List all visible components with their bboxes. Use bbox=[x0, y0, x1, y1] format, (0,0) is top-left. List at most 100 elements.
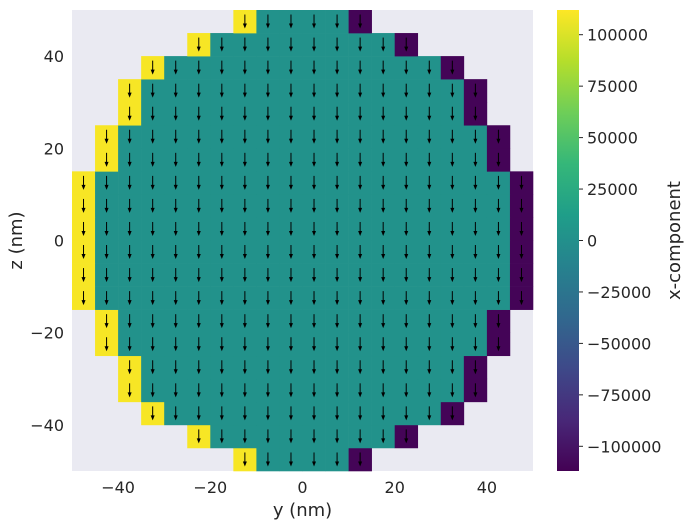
arrow-mark bbox=[150, 175, 155, 190]
arrow-mark bbox=[427, 314, 432, 329]
arrow-mark bbox=[427, 106, 432, 121]
arrow-mark bbox=[104, 152, 109, 167]
arrow-mark bbox=[381, 383, 386, 398]
arrow-mark bbox=[427, 198, 432, 213]
arrow-mark bbox=[312, 37, 317, 52]
colorbar-tick-label: −100000 bbox=[587, 437, 661, 456]
arrow-mark bbox=[450, 314, 455, 329]
arrow-mark bbox=[404, 83, 409, 98]
arrow-mark bbox=[219, 83, 224, 98]
arrow-mark bbox=[358, 314, 363, 329]
arrow-mark bbox=[358, 37, 363, 52]
arrow-mark bbox=[104, 221, 109, 236]
arrow-mark bbox=[427, 152, 432, 167]
arrow-mark bbox=[242, 429, 247, 444]
arrow-mark bbox=[381, 429, 386, 444]
arrow-mark bbox=[404, 314, 409, 329]
arrow-mark bbox=[427, 383, 432, 398]
arrow-mark bbox=[150, 60, 155, 75]
arrow-mark bbox=[127, 268, 132, 283]
arrow-mark bbox=[381, 314, 386, 329]
arrow-mark bbox=[381, 83, 386, 98]
colorbar-label: x-component bbox=[664, 181, 685, 300]
arrow-mark bbox=[288, 291, 293, 306]
arrow-mark bbox=[473, 291, 478, 306]
arrow-mark bbox=[312, 383, 317, 398]
arrow-mark bbox=[150, 198, 155, 213]
arrow-mark bbox=[450, 60, 455, 75]
y-axis-ticks: −40 −20 0 20 40 bbox=[30, 47, 64, 435]
arrow-mark bbox=[335, 152, 340, 167]
heatmap-cells bbox=[72, 10, 534, 472]
arrow-mark bbox=[358, 14, 363, 29]
arrow-mark bbox=[265, 83, 270, 98]
arrow-mark bbox=[496, 245, 501, 260]
arrow-mark bbox=[358, 129, 363, 144]
arrow-mark bbox=[104, 314, 109, 329]
arrow-mark bbox=[196, 221, 201, 236]
arrow-mark bbox=[265, 314, 270, 329]
arrow-mark bbox=[219, 221, 224, 236]
arrow-mark bbox=[242, 221, 247, 236]
arrow-mark bbox=[427, 83, 432, 98]
arrow-mark bbox=[312, 337, 317, 352]
arrow-mark bbox=[404, 221, 409, 236]
arrow-mark bbox=[381, 129, 386, 144]
arrow-mark bbox=[242, 175, 247, 190]
arrow-mark bbox=[404, 291, 409, 306]
arrow-mark bbox=[427, 129, 432, 144]
arrow-mark bbox=[219, 60, 224, 75]
arrow-mark bbox=[450, 360, 455, 375]
arrow-mark bbox=[519, 245, 524, 260]
x-tick-label: −20 bbox=[193, 478, 227, 497]
arrow-mark bbox=[450, 291, 455, 306]
arrow-mark bbox=[496, 221, 501, 236]
arrow-mark bbox=[81, 268, 86, 283]
arrow-mark bbox=[104, 291, 109, 306]
arrow-mark bbox=[196, 314, 201, 329]
arrow-mark bbox=[196, 268, 201, 283]
arrow-mark bbox=[127, 175, 132, 190]
arrow-mark bbox=[358, 245, 363, 260]
arrow-mark bbox=[335, 245, 340, 260]
arrow-mark bbox=[335, 221, 340, 236]
arrow-mark bbox=[473, 83, 478, 98]
arrow-mark bbox=[196, 198, 201, 213]
arrow-mark bbox=[196, 429, 201, 444]
y-tick-label: 20 bbox=[44, 139, 64, 158]
arrow-mark bbox=[450, 198, 455, 213]
arrow-mark bbox=[496, 337, 501, 352]
arrow-mark bbox=[173, 337, 178, 352]
arrow-mark bbox=[288, 152, 293, 167]
arrow-mark bbox=[312, 360, 317, 375]
arrow-mark bbox=[473, 129, 478, 144]
colorbar bbox=[557, 10, 579, 471]
arrow-mark bbox=[335, 452, 340, 467]
arrow-mark bbox=[288, 406, 293, 421]
x-axis-label: y (nm) bbox=[273, 500, 332, 521]
arrow-mark bbox=[265, 452, 270, 467]
arrow-mark bbox=[335, 360, 340, 375]
arrow-mark bbox=[473, 106, 478, 121]
arrow-mark bbox=[196, 83, 201, 98]
arrow-mark bbox=[358, 383, 363, 398]
arrow-mark bbox=[427, 175, 432, 190]
arrow-mark bbox=[173, 152, 178, 167]
arrow-mark bbox=[496, 291, 501, 306]
arrow-mark bbox=[288, 383, 293, 398]
y-tick-label: −40 bbox=[30, 416, 64, 435]
arrow-mark bbox=[381, 106, 386, 121]
arrow-mark bbox=[335, 268, 340, 283]
arrow-mark bbox=[404, 383, 409, 398]
arrow-mark bbox=[312, 245, 317, 260]
arrow-mark bbox=[265, 337, 270, 352]
colorbar-tick-label: −25000 bbox=[587, 283, 651, 302]
arrow-mark bbox=[288, 14, 293, 29]
arrow-mark bbox=[404, 360, 409, 375]
arrow-mark bbox=[150, 268, 155, 283]
arrow-mark bbox=[219, 314, 224, 329]
arrow-mark bbox=[404, 152, 409, 167]
arrow-mark bbox=[404, 106, 409, 121]
arrow-mark bbox=[335, 129, 340, 144]
arrow-mark bbox=[127, 291, 132, 306]
